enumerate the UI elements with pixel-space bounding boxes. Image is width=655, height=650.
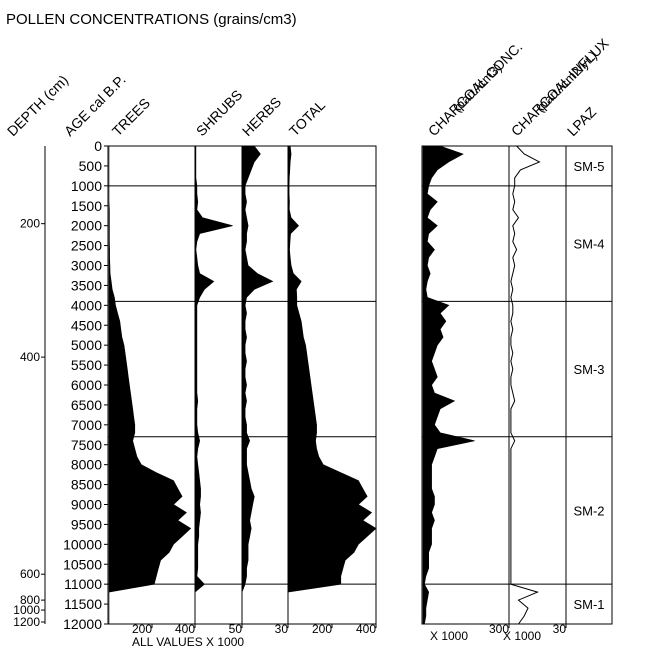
x-tick-label: 50 [229, 622, 243, 636]
x-tick-label: 400 [175, 622, 195, 636]
age-tick-label: 9000 [71, 497, 102, 513]
age-tick-label: 12000 [63, 616, 102, 632]
series-label: TOTAL [286, 97, 328, 139]
charcoal-conc-unit-label: X 1000 [430, 629, 468, 643]
age-tick-label: 5500 [71, 357, 102, 373]
zone-label: SM-5 [573, 159, 604, 174]
age-tick-label: 11000 [64, 576, 102, 592]
age-tick-label: 10000 [63, 536, 102, 552]
x-tick-label: 200 [312, 622, 332, 636]
age-tick-label: 10500 [63, 556, 102, 572]
age-tick-label: 4500 [71, 317, 102, 333]
charcoal-panel-frame [421, 145, 613, 625]
depth-tick-label: 1000 [13, 603, 40, 617]
age-tick-label: 3500 [71, 277, 102, 293]
series-area [287, 145, 377, 624]
age-tick-label: 3000 [71, 258, 102, 274]
age-tick-label: 500 [79, 158, 103, 174]
series-label: SHRUBS [193, 87, 246, 140]
age-tick-label: 6500 [71, 397, 102, 413]
age-tick-label: 7500 [71, 437, 102, 453]
age-tick-label: 8000 [71, 457, 102, 473]
series-area [108, 146, 192, 624]
age-tick-label: 8500 [71, 477, 102, 493]
series-label: HERBS [239, 94, 284, 139]
age-tick-label: 11500 [64, 596, 102, 612]
age-tick-label: 2000 [71, 218, 102, 234]
age-tick-label: 1500 [71, 198, 102, 214]
x-tick-label: 200 [132, 622, 152, 636]
depth-tick-label: 200 [20, 217, 40, 231]
x-tick-label: 30 [553, 622, 567, 636]
depth-tick-label: 800 [20, 593, 40, 607]
age-tick-label: 4000 [71, 297, 102, 313]
x-tick-label: 30 [275, 622, 289, 636]
zone-label: SM-1 [573, 597, 604, 612]
age-tick-label: 9500 [71, 516, 102, 532]
age-tick-label: 0 [94, 138, 102, 154]
zone-label: SM-3 [573, 362, 604, 377]
age-tick-label: 6000 [71, 377, 102, 393]
values-scale-note: ALL VALUES X 1000 [132, 635, 244, 649]
series-area [194, 145, 233, 624]
age-tick-label: 1000 [71, 178, 102, 194]
age-tick-label: 7000 [71, 417, 102, 433]
zone-label: SM-4 [573, 237, 604, 252]
series-label-unit: (part./cm3) [450, 60, 505, 115]
age-tick-label: 5000 [71, 337, 102, 353]
zone-column-label: LPAZ [564, 103, 600, 139]
x-tick-label: 400 [356, 622, 376, 636]
depth-tick-label: 600 [20, 567, 40, 581]
chart-title: POLLEN CONCENTRATIONS (grains/cm3) [6, 11, 297, 28]
series-label-unit: (part./cm2/yr.) [533, 48, 600, 115]
series-label: TREES [109, 95, 153, 139]
depth-tick-label: 1200 [13, 615, 40, 629]
zone-label: SM-2 [573, 503, 604, 518]
depth-tick-label: 400 [20, 350, 40, 364]
charcoal-influx-unit-label: X 1000 [503, 629, 541, 643]
series-line [510, 145, 541, 625]
age-tick-label: 2500 [71, 238, 102, 254]
x-tick-label: 300 [489, 622, 509, 636]
series-area [422, 145, 475, 625]
series-area [241, 145, 274, 624]
